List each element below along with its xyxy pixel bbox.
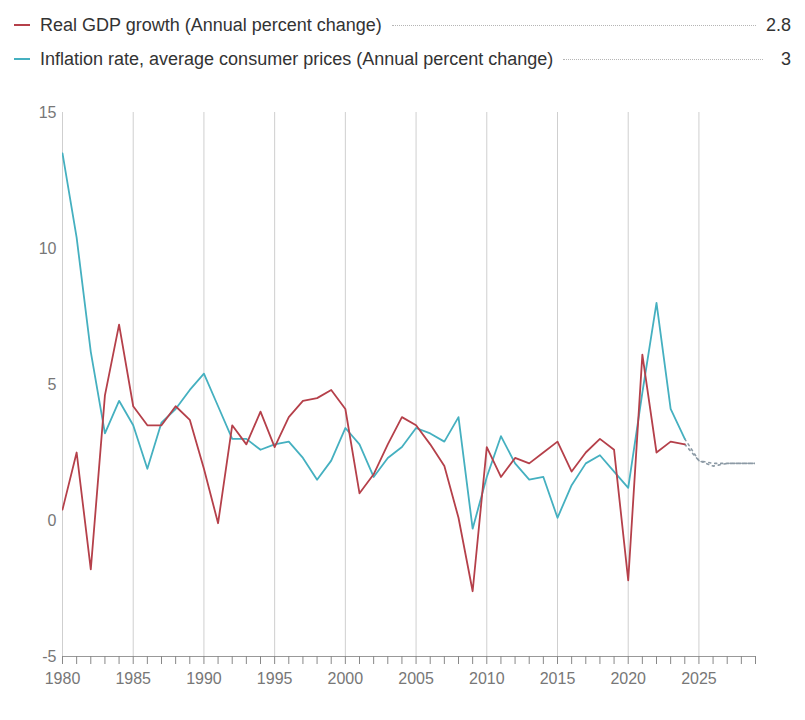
svg-text:1980: 1980 (45, 670, 81, 687)
svg-text:2025: 2025 (681, 670, 717, 687)
html-text:3: 3 (781, 48, 791, 69)
svg-text:2005: 2005 (398, 670, 434, 687)
svg-text:5: 5 (48, 376, 57, 393)
svg-text:2020: 2020 (610, 670, 646, 687)
svg-text:2000: 2000 (328, 670, 364, 687)
svg-text:1985: 1985 (115, 670, 151, 687)
svg-text:10: 10 (39, 240, 57, 257)
svg-text:15: 15 (39, 104, 57, 121)
svg-text:0: 0 (48, 512, 57, 529)
svg-text:2015: 2015 (540, 670, 576, 687)
svg-text:1995: 1995 (257, 670, 293, 687)
html-text:Inflation rate, average consum: Inflation rate, average consumer prices … (40, 48, 554, 69)
svg-text:2010: 2010 (469, 670, 505, 687)
svg-text:-5: -5 (42, 648, 56, 665)
svg-text:1990: 1990 (186, 670, 222, 687)
html-text:2.8: 2.8 (766, 14, 791, 35)
html-text:Real GDP growth (Annual percen: Real GDP growth (Annual percent change) (40, 14, 382, 35)
